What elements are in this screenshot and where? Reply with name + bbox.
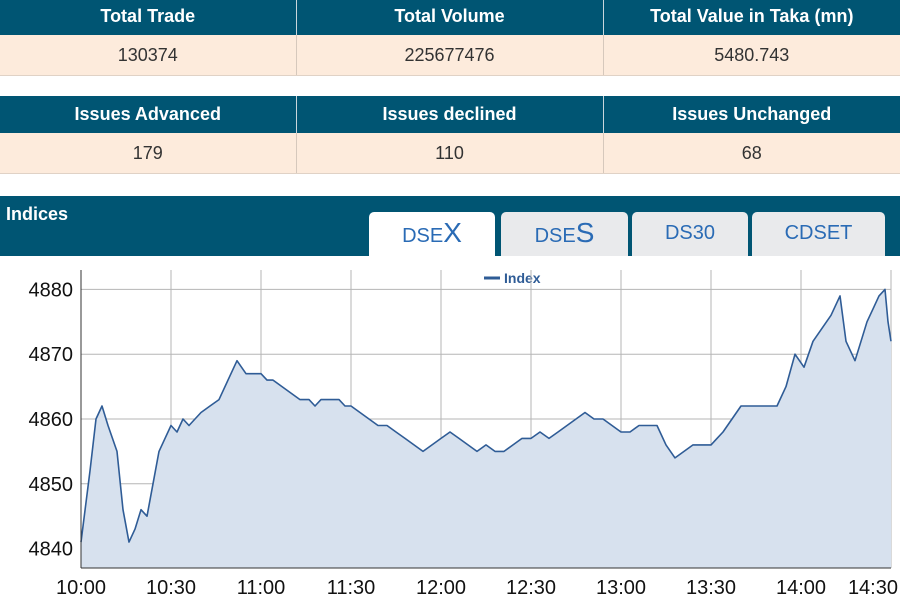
y-tick-label: 4870 bbox=[29, 344, 74, 366]
total-trade-value: 130374 bbox=[0, 35, 297, 76]
tab-dsex-suffix: X bbox=[443, 217, 462, 248]
tab-dsex-prefix: DSE bbox=[402, 225, 444, 247]
issues-advanced-header: Issues Advanced bbox=[0, 96, 297, 133]
y-tick-label: 4880 bbox=[29, 279, 74, 301]
issues-summary-table: Issues Advanced Issues declined Issues U… bbox=[0, 96, 900, 174]
issues-unchanged-value: 68 bbox=[603, 133, 900, 174]
total-trade-header: Total Trade bbox=[0, 0, 297, 35]
x-tick-label: 10:00 bbox=[56, 577, 106, 599]
series-line-index bbox=[80, 288, 892, 543]
x-tick-label: 13:30 bbox=[686, 577, 736, 599]
tab-cdset[interactable]: CDSET bbox=[752, 212, 885, 256]
market-summary-value-row: 130374 225677476 5480.743 bbox=[0, 35, 900, 76]
x-tick-label: 11:30 bbox=[327, 577, 376, 599]
x-tick-label: 13:00 bbox=[596, 577, 646, 599]
index-area-fill bbox=[81, 289, 891, 568]
y-tick-label: 4850 bbox=[29, 474, 74, 496]
x-tick-label: 14:00 bbox=[776, 577, 826, 599]
indices-title: Indices bbox=[6, 204, 69, 224]
total-volume-value: 225677476 bbox=[296, 35, 604, 76]
issues-declined-header: Issues declined bbox=[296, 96, 604, 133]
issues-advanced-value: 179 bbox=[0, 133, 297, 174]
tab-cdset-label: CDSET bbox=[784, 222, 853, 244]
issues-declined-value: 110 bbox=[296, 133, 604, 174]
total-value-header: Total Value in Taka (mn) bbox=[603, 0, 900, 35]
x-tick-label: 10:30 bbox=[146, 577, 196, 599]
y-tick-label: 4840 bbox=[29, 539, 74, 561]
x-tick-label: 11:00 bbox=[237, 577, 286, 599]
issues-unchanged-header: Issues Unchanged bbox=[603, 96, 900, 133]
tab-dsex[interactable]: DSEX bbox=[369, 212, 495, 256]
indices-header: Indices DSEX DSES DS30 CDSET bbox=[0, 196, 900, 256]
tab-ds30-label: DS30 bbox=[664, 222, 716, 244]
tab-dses-prefix: DSE bbox=[534, 225, 576, 247]
x-tick-label: 14:30 bbox=[848, 577, 898, 599]
index-chart-panel: DSE Broad IndexIndex48404850486048704880… bbox=[0, 256, 900, 600]
tab-dses-suffix: S bbox=[575, 217, 595, 248]
total-volume-header: Total Volume bbox=[296, 0, 604, 35]
total-value-value: 5480.743 bbox=[603, 35, 900, 76]
market-summary-header-row: Total Trade Total Volume Total Value in … bbox=[0, 0, 900, 35]
x-tick-label: 12:30 bbox=[506, 577, 556, 599]
legend-label: Index bbox=[504, 270, 541, 286]
issues-summary-value-row: 179 110 68 bbox=[0, 133, 900, 174]
tab-dses[interactable]: DSES bbox=[501, 212, 628, 256]
issues-summary-header-row: Issues Advanced Issues declined Issues U… bbox=[0, 96, 900, 133]
y-tick-label: 4860 bbox=[29, 409, 74, 431]
index-chart: DSE Broad IndexIndex48404850486048704880… bbox=[29, 256, 899, 599]
tab-ds30[interactable]: DS30 bbox=[632, 212, 748, 256]
market-summary-table: Total Trade Total Volume Total Value in … bbox=[0, 0, 900, 76]
x-tick-label: 12:00 bbox=[416, 577, 466, 599]
